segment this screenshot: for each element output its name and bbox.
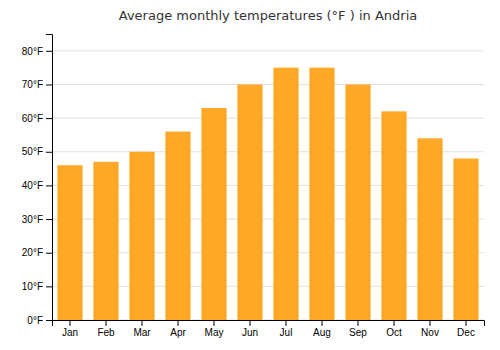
- x-tick-label: Jan: [62, 327, 78, 338]
- bar: [57, 165, 82, 320]
- x-tick: May: [205, 320, 224, 338]
- y-tick-mark: [46, 253, 52, 254]
- bar: [165, 132, 190, 320]
- x-tick-mark: [466, 320, 467, 326]
- y-tick-label: 50°F: [22, 146, 43, 157]
- grid-line: [52, 84, 484, 85]
- y-tick: 50°F: [22, 146, 52, 157]
- y-tick-mark: [46, 219, 52, 220]
- bar: [417, 138, 442, 320]
- x-tick: Oct: [386, 320, 402, 338]
- x-axis-line: [53, 321, 485, 327]
- y-tick-mark: [46, 118, 52, 119]
- y-tick: 0°F: [27, 315, 52, 326]
- x-tick-label: Mar: [133, 327, 151, 338]
- x-tick: Aug: [313, 320, 331, 338]
- x-tick: Jan: [62, 320, 78, 338]
- x-tick-mark: [286, 320, 287, 326]
- x-tick: Feb: [97, 320, 115, 338]
- y-tick: 30°F: [22, 214, 52, 225]
- chart: 0°F 10°F 20°F 30°F 40°F 50°F 60°F 70°F 80°F Jan Fe…: [0, 0, 500, 350]
- bar: [237, 84, 262, 320]
- y-tick-mark: [46, 84, 52, 85]
- y-axis-line: [46, 35, 53, 321]
- x-tick-label: Feb: [97, 327, 115, 338]
- bar: [273, 68, 298, 320]
- x-tick: Dec: [457, 320, 475, 338]
- y-tick-label: 40°F: [22, 180, 43, 191]
- bar: [381, 111, 406, 320]
- x-tick-mark: [322, 320, 323, 326]
- bar: [93, 162, 118, 320]
- x-tick-label: Aug: [313, 327, 331, 338]
- x-tick-label: Dec: [457, 327, 475, 338]
- bars: [57, 68, 478, 320]
- x-tick-mark: [358, 320, 359, 326]
- x-tick-label: Jul: [280, 327, 293, 338]
- y-tick: 70°F: [22, 79, 52, 90]
- bar: [453, 158, 478, 320]
- y-tick-label: 10°F: [22, 281, 43, 292]
- y-tick-mark: [46, 51, 52, 52]
- y-tick-label: 60°F: [22, 113, 43, 124]
- x-tick: Sep: [349, 320, 367, 338]
- x-tick-mark: [214, 320, 215, 326]
- y-tick: 40°F: [22, 180, 52, 191]
- x-tick-mark: [142, 320, 143, 326]
- y-tick: 60°F: [22, 113, 52, 124]
- x-tick-mark: [394, 320, 395, 326]
- x-tick: Nov: [421, 320, 439, 338]
- y-tick-mark: [46, 320, 52, 321]
- y-axis: 0°F 10°F 20°F 30°F 40°F 50°F 60°F 70°F 80°F: [22, 35, 53, 326]
- plot: 0°F 10°F 20°F 30°F 40°F 50°F 60°F 70°F 80°F Jan Fe…: [22, 35, 485, 339]
- x-tick-label: Apr: [170, 327, 186, 338]
- x-tick-label: Sep: [349, 327, 367, 338]
- bar: [129, 152, 154, 320]
- y-tick-mark: [46, 152, 52, 153]
- x-tick-mark: [430, 320, 431, 326]
- title: Average monthly temperatures (°F ) in An…: [119, 8, 417, 23]
- y-tick-label: 70°F: [22, 79, 43, 90]
- x-tick: Jun: [242, 320, 258, 338]
- x-tick-mark: [178, 320, 179, 326]
- x-tick-label: Nov: [421, 327, 439, 338]
- y-tick-label: 80°F: [22, 46, 43, 57]
- bar: [309, 68, 334, 320]
- y-tick-label: 20°F: [22, 247, 43, 258]
- x-tick: Mar: [133, 320, 151, 338]
- y-tick: 10°F: [22, 281, 52, 292]
- grid: [52, 51, 484, 320]
- bar: [201, 108, 226, 320]
- y-tick-label: 0°F: [27, 315, 43, 326]
- x-tick-mark: [106, 320, 107, 326]
- grid-line: [52, 50, 484, 51]
- x-tick-mark: [70, 320, 71, 326]
- grid-line: [52, 118, 484, 119]
- y-tick: 80°F: [22, 46, 52, 57]
- y-tick-mark: [46, 286, 52, 287]
- y-tick-mark: [46, 185, 52, 186]
- x-tick-label: Oct: [386, 327, 402, 338]
- x-tick-label: Jun: [242, 327, 258, 338]
- y-tick-label: 30°F: [22, 214, 43, 225]
- x-axis: Jan Feb Mar Apr May Jun Jul Aug Sep Oct Nov Dec: [53, 320, 485, 338]
- x-tick: Apr: [170, 320, 186, 338]
- bar: [345, 84, 370, 320]
- x-tick-mark: [250, 320, 251, 326]
- y-tick: 20°F: [22, 247, 52, 258]
- x-tick: Jul: [280, 320, 293, 338]
- x-tick-label: May: [205, 327, 224, 338]
